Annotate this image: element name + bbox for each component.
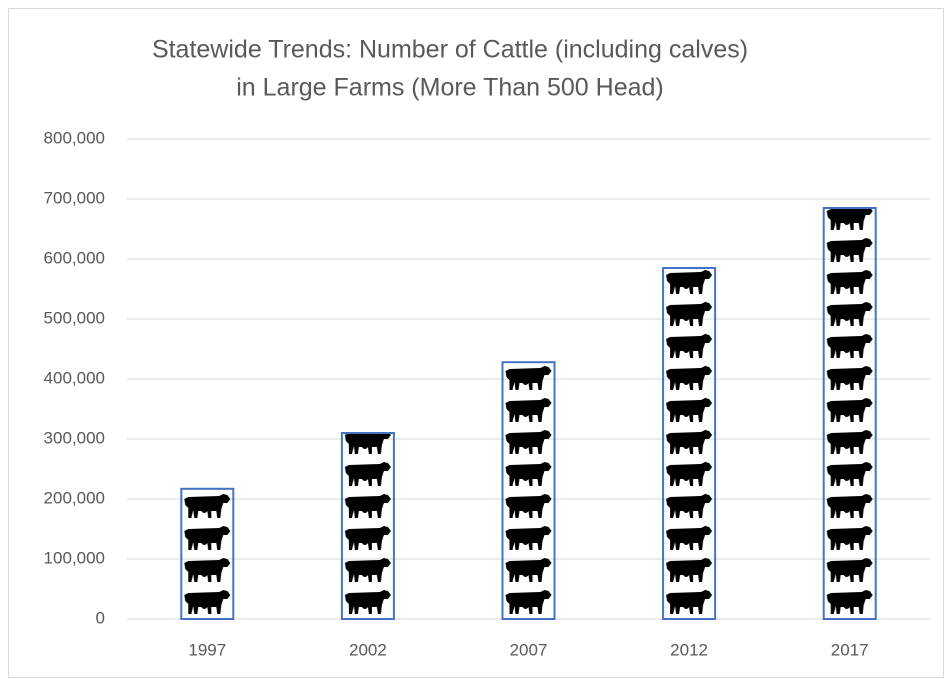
y-tick-label: 400,000 [44,368,105,387]
y-tick-label: 300,000 [44,428,105,447]
y-tick-label: 100,000 [44,548,105,567]
x-tick-label: 2007 [510,640,548,659]
chart-title: Statewide Trends: Number of Cattle (incl… [152,36,748,64]
y-tick-label: 0 [96,608,105,627]
chart-title: in Large Farms (More Than 500 Head) [236,74,664,102]
y-tick-label: 200,000 [44,488,105,507]
bar [180,487,235,620]
y-tick-label: 700,000 [44,188,105,207]
y-tick-label: 600,000 [44,248,105,267]
chart-frame [8,8,944,678]
bar [822,207,877,620]
y-tick-label: 500,000 [44,308,105,327]
x-tick-label: 2017 [831,640,869,659]
bar [501,361,556,620]
x-tick-label: 2002 [349,640,387,659]
bar [340,432,395,620]
bar [662,267,717,620]
x-tick-label: 2012 [670,640,708,659]
x-tick-label: 1997 [188,640,226,659]
y-tick-label: 800,000 [44,128,105,147]
